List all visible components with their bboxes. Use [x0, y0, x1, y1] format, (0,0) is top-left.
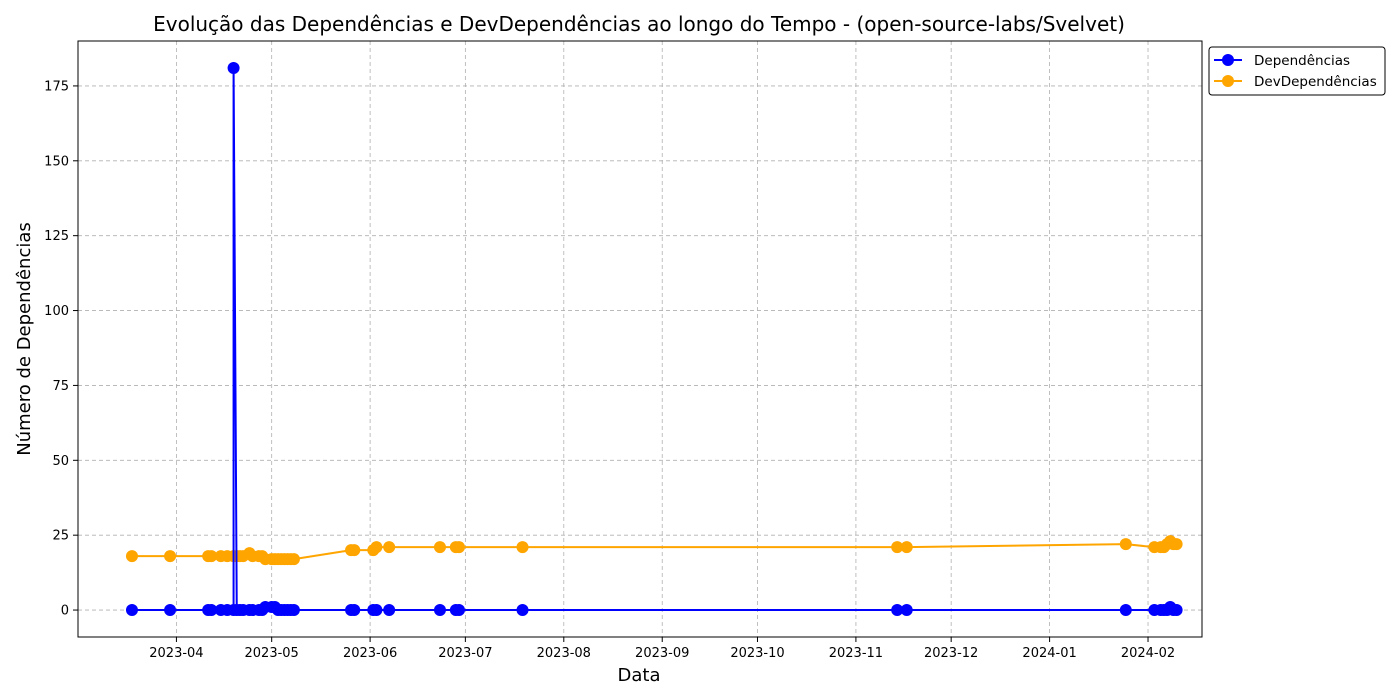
data-point-dependencias	[900, 604, 913, 617]
y-tick-label: 175	[44, 79, 69, 94]
x-axis-label: Data	[618, 665, 661, 686]
x-tick-label: 2024-02	[1121, 646, 1175, 661]
x-tick-label: 2023-09	[635, 646, 689, 661]
series-devdependencias	[125, 535, 1183, 566]
data-point-dependencias	[205, 604, 218, 617]
data-point-dependencias	[227, 61, 240, 74]
x-axis-ticks: 2023-04 2023-05 2023-06 2023-07 2023-08 2023-…	[149, 637, 1175, 661]
data-point-devdependencias	[287, 553, 300, 566]
x-tick-label: 2023-10	[730, 646, 784, 661]
data-point-devdependencias	[205, 550, 218, 563]
legend-frame	[1208, 46, 1386, 96]
data-point-dependencias	[1170, 604, 1183, 617]
series-line-dependencias	[131, 66, 1177, 612]
data-point-devdependencias	[1170, 538, 1183, 551]
x-tick-label: 2023-12	[924, 646, 978, 661]
data-point-devdependencias	[164, 550, 177, 563]
y-tick-label: 25	[52, 529, 69, 544]
data-point-devdependencias	[900, 541, 913, 554]
data-point-dependencias	[1119, 604, 1132, 617]
y-axis-ticks: 0 25 50 75 100 125 150 175	[44, 79, 78, 619]
data-point-dependencias	[164, 604, 177, 617]
data-point-dependencias	[383, 604, 396, 617]
data-point-dependencias	[287, 604, 300, 617]
legend: Dependências DevDependências	[1208, 46, 1386, 96]
y-axis-label: Número de Dependências	[14, 222, 35, 456]
data-point-dependencias	[125, 604, 138, 617]
data-point-dependencias	[370, 604, 383, 617]
plot-frame	[77, 40, 1203, 638]
x-tick-label: 2024-01	[1022, 646, 1076, 661]
data-point-devdependencias	[125, 550, 138, 563]
x-tick-label: 2023-08	[537, 646, 591, 661]
data-point-devdependencias	[516, 541, 529, 554]
plot-series	[125, 61, 1183, 617]
x-tick-label: 2023-11	[829, 646, 883, 661]
grid-lines	[78, 41, 1202, 637]
data-point-devdependencias	[891, 541, 904, 554]
data-point-dependencias	[891, 604, 904, 617]
legend-label-dependencias: Dependências	[1254, 53, 1350, 69]
series-dependencias	[125, 61, 1183, 617]
data-point-devdependencias	[370, 541, 383, 554]
legend-marker-dependencias	[1222, 54, 1234, 66]
data-point-devdependencias	[433, 541, 446, 554]
chart-title: Evolução das Dependências e DevDependênc…	[153, 12, 1125, 36]
y-tick-label: 100	[44, 304, 69, 319]
data-point-devdependencias	[453, 541, 466, 554]
y-tick-label: 125	[44, 229, 69, 244]
data-point-devdependencias	[348, 544, 361, 557]
x-tick-label: 2023-05	[245, 646, 299, 661]
data-point-dependencias	[348, 604, 361, 617]
y-tick-label: 0	[61, 604, 69, 619]
data-point-dependencias	[453, 604, 466, 617]
data-point-devdependencias	[383, 541, 396, 554]
y-tick-label: 75	[52, 379, 69, 394]
y-tick-label: 150	[44, 154, 69, 169]
y-tick-label: 50	[52, 454, 69, 469]
data-point-dependencias	[516, 604, 529, 617]
x-tick-label: 2023-06	[343, 646, 397, 661]
x-tick-label: 2023-07	[438, 646, 492, 661]
x-tick-label: 2023-04	[149, 646, 203, 661]
legend-marker-devdependencias	[1222, 75, 1234, 87]
legend-label-devdependencias: DevDependências	[1254, 74, 1377, 90]
data-point-devdependencias	[1119, 538, 1132, 551]
data-point-dependencias	[433, 604, 446, 617]
